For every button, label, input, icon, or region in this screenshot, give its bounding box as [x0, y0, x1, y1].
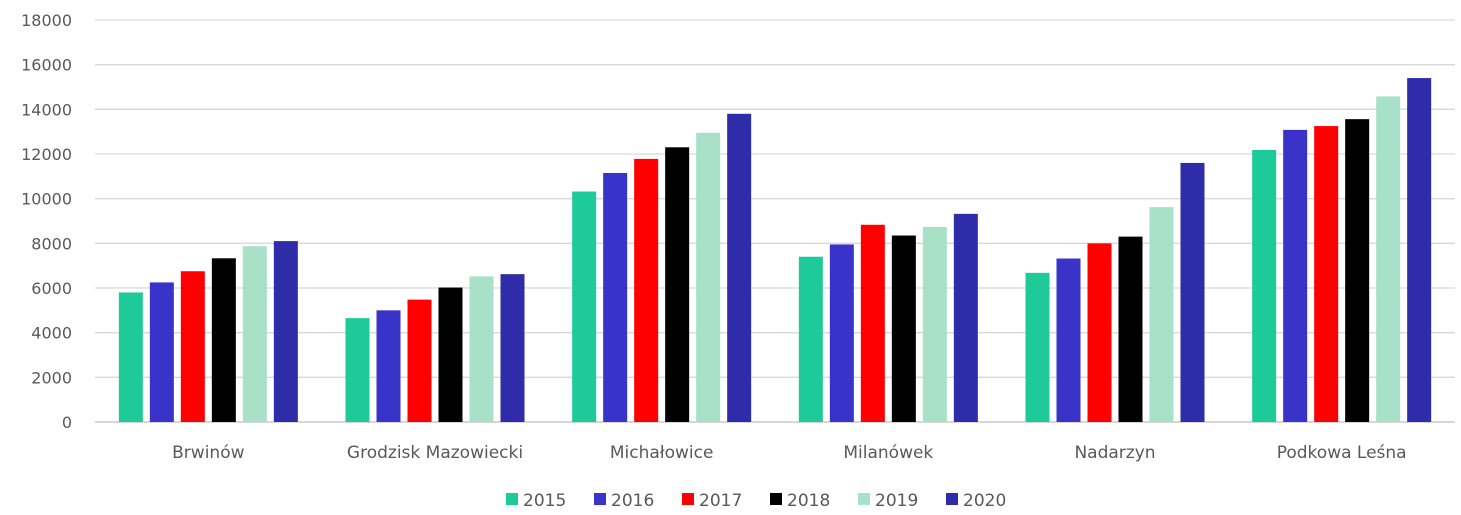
bar-2018-3 — [891, 235, 916, 422]
bar-2020-4 — [1180, 162, 1205, 422]
bar-2019-0 — [242, 246, 267, 422]
x-category-label: Brwinów — [172, 443, 244, 463]
legend-label: 2015 — [523, 491, 566, 511]
bar-2016-0 — [149, 282, 174, 422]
x-category-label: Nadarzyn — [1074, 443, 1155, 463]
bar-2020-0 — [273, 241, 298, 422]
y-tick-label: 6000 — [31, 279, 72, 298]
legend-swatch-2020 — [946, 493, 958, 505]
bars — [118, 78, 1432, 423]
x-category-label: Michałowice — [610, 443, 714, 463]
bar-2019-2 — [696, 132, 721, 423]
gridlines — [95, 19, 1455, 423]
y-tick-label: 16000 — [21, 56, 72, 75]
bar-2018-2 — [665, 147, 690, 423]
x-category-label: Podkowa Leśna — [1277, 443, 1407, 463]
bar-2015-5 — [1252, 149, 1277, 423]
bar-2020-3 — [953, 213, 978, 422]
y-tick-label: 14000 — [21, 100, 72, 119]
bar-2015-4 — [1025, 272, 1050, 422]
legend-swatch-2016 — [594, 493, 606, 505]
bar-2017-3 — [860, 224, 885, 422]
x-axis-category-labels: Brwinów Grodzisk Mazowiecki Michałowice Mil… — [172, 443, 1406, 463]
bar-2018-0 — [211, 258, 236, 422]
legend-swatch-2017 — [682, 493, 694, 505]
y-tick-label: 10000 — [21, 190, 72, 209]
y-tick-label: 4000 — [31, 324, 72, 343]
bar-2015-3 — [798, 256, 823, 422]
bar-2020-1 — [500, 274, 525, 422]
bar-2019-4 — [1149, 207, 1174, 422]
bar-2019-3 — [922, 227, 947, 422]
bar-2016-4 — [1056, 258, 1081, 422]
bar-2017-1 — [407, 299, 432, 422]
y-tick-label: 12000 — [21, 145, 72, 164]
bar-2019-1 — [469, 276, 494, 422]
bar-2020-2 — [727, 113, 752, 423]
bar-2017-0 — [180, 271, 205, 422]
legend-label: 2019 — [875, 491, 918, 511]
bar-2018-5 — [1345, 119, 1370, 422]
legend-label: 2020 — [963, 491, 1006, 511]
y-tick-label: 0 — [62, 413, 72, 432]
bar-2015-2 — [572, 191, 597, 422]
y-axis-tick-labels: 0 2000 4000 6000 8000 10000 12000 14000 16000 180… — [21, 11, 72, 432]
y-tick-label: 18000 — [21, 11, 72, 30]
legend-label: 2017 — [699, 491, 742, 511]
legend-swatch-2018 — [770, 493, 782, 505]
bar-2016-2 — [603, 172, 628, 422]
legend-label: 2018 — [787, 491, 830, 511]
y-tick-label: 8000 — [31, 234, 72, 253]
legend-swatch-2015 — [506, 493, 518, 505]
bar-2017-4 — [1087, 243, 1112, 422]
bar-2017-2 — [634, 158, 659, 422]
legend-label: 2016 — [611, 491, 654, 511]
legend-swatch-2019 — [858, 493, 870, 505]
y-tick-label: 2000 — [31, 368, 72, 387]
bar-2020-5 — [1407, 78, 1432, 423]
bar-2018-1 — [438, 287, 463, 422]
legend: 2015 2016 2017 2018 2019 2020 — [506, 491, 1006, 511]
bar-2015-0 — [118, 292, 143, 422]
bar-2016-3 — [829, 244, 854, 422]
bar-2018-4 — [1118, 236, 1143, 422]
bar-2015-1 — [345, 318, 370, 422]
x-category-label: Grodzisk Mazowiecki — [347, 443, 523, 463]
bar-2017-5 — [1314, 126, 1339, 422]
x-category-label: Milanówek — [843, 443, 933, 463]
bar-2016-5 — [1283, 129, 1308, 422]
bar-2019-5 — [1376, 96, 1401, 422]
bar-2016-1 — [376, 310, 401, 422]
